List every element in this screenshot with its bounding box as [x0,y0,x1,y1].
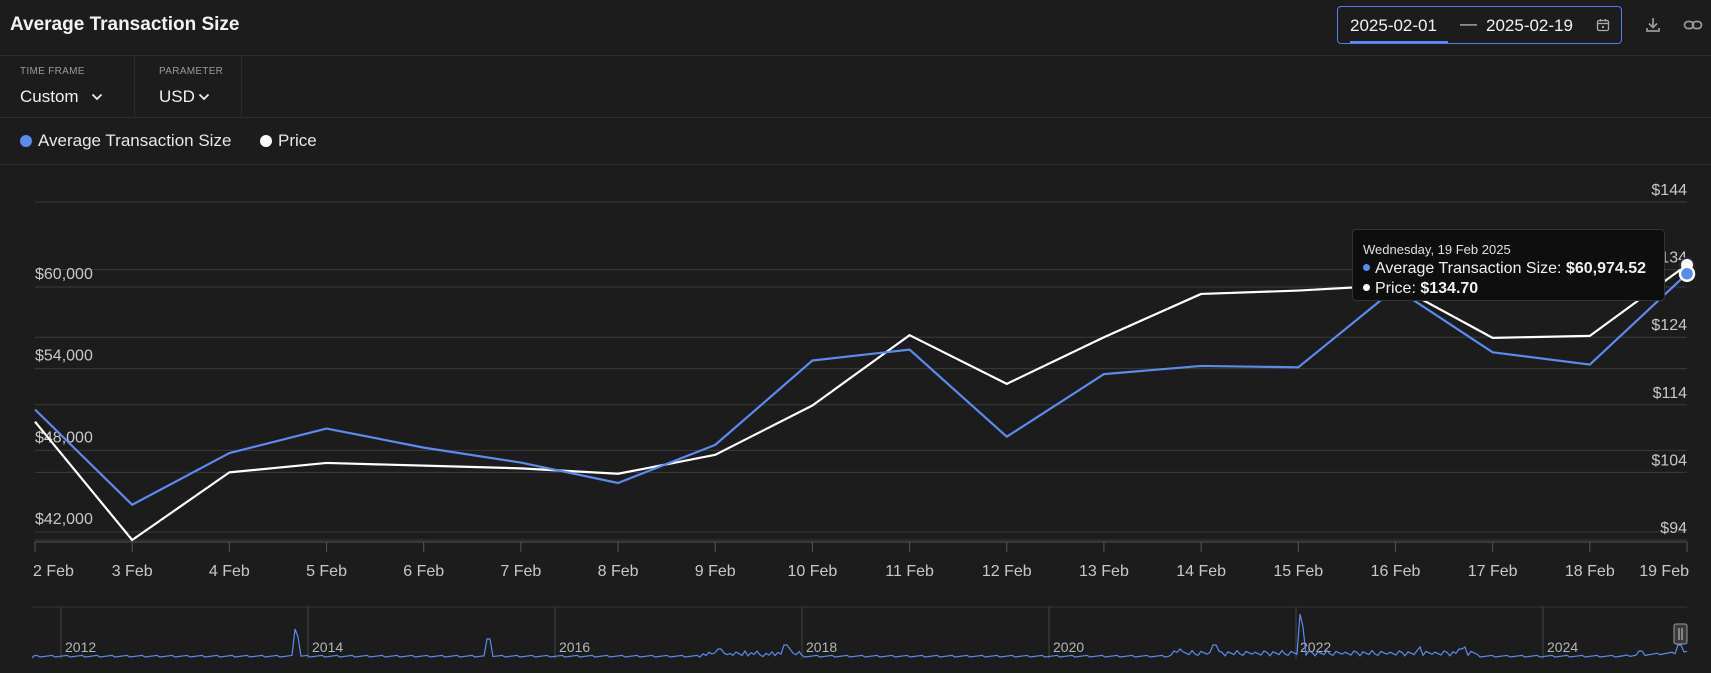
tooltip-series1-value: $60,974.52 [1565,260,1647,277]
x-axis-tick-label: 9 Feb [695,563,736,580]
x-axis-tick-label: 18 Feb [1565,563,1615,580]
date-from-underline [1350,41,1448,43]
x-axis-tick-label: 10 Feb [788,563,838,580]
right-axis-tick-label: $94 [1660,520,1687,537]
series-lines [34,263,1688,542]
navigator-year-label: 2022 [1300,639,1331,655]
tooltip-row-series2: Price: $134.70 [1363,280,1478,298]
left-axis-tick-label: $42,000 [35,511,93,528]
parameter-select[interactable]: USD [159,87,195,106]
chart-legend: Average Transaction Size Price [0,118,1711,165]
navigator-year-label: 2020 [1053,639,1084,655]
x-axis-tick-label: 12 Feb [982,563,1032,580]
x-axis-tick-label: 13 Feb [1079,563,1129,580]
tooltip-series2-label: Price: [1375,280,1416,297]
x-axis-tick-label: 2 Feb [33,563,74,580]
time-navigator: 2012 2014 2016 2018 2020 2022 2024 [31,606,1688,659]
calendar-icon[interactable] [1596,18,1610,32]
time-frame-label: TIME FRAME [20,66,85,77]
date-separator: — [1460,14,1477,33]
average-transaction-size-hover-point [1678,265,1696,282]
navigator-year-label: 2012 [65,639,96,655]
page-title: Average Transaction Size [10,14,240,35]
x-axis: 2 Feb 3 Feb 4 Feb 5 Feb 6 Feb 7 Feb 8 Feb 9 Feb… [33,541,1689,580]
tooltip-dot-white [1363,284,1370,291]
left-axis-tick-label: $54,000 [35,348,93,365]
navigator-year-label: 2016 [559,639,590,655]
chevron-down-icon[interactable] [198,93,210,101]
x-axis-tick-label: 7 Feb [500,563,541,580]
tooltip-date: Wednesday, 19 Feb 2025 [1363,242,1511,257]
x-axis-tick-label: 8 Feb [598,563,639,580]
left-axis-tick-label: $60,000 [35,266,93,283]
left-axis: $42,000$48,000$54,000$60,000 [35,266,93,528]
download-icon[interactable] [1643,15,1663,35]
date-to-input[interactable]: 2025-02-19 [1486,16,1573,35]
navigator-year-label: 2014 [312,639,343,655]
chevron-down-icon[interactable] [91,93,103,101]
parameter-group[interactable]: PARAMETER USD [134,56,242,117]
hover-markers [1678,256,1696,282]
navigator-year-label: 2024 [1547,639,1578,655]
navigator-year-label: 2018 [806,639,837,655]
x-axis-tick-label: 17 Feb [1468,563,1518,580]
right-axis: $94$104$114$124$134$144 [1651,182,1687,537]
navigator-handle[interactable] [1673,623,1688,645]
x-axis-tick-label: 15 Feb [1273,563,1323,580]
right-axis-tick-label: $114 [1653,385,1688,402]
parameter-label: PARAMETER [159,66,224,77]
right-axis-tick-label: $144 [1651,182,1687,199]
legend-item-average-transaction-size[interactable]: Average Transaction Size [20,131,231,151]
tooltip-series1-label: Average Transaction Size: [1375,260,1562,277]
date-range-picker[interactable]: 2025-02-01 — 2025-02-19 [1337,6,1622,44]
time-frame-group[interactable]: TIME FRAME Custom [0,56,135,117]
legend-label: Average Transaction Size [38,131,232,150]
chart-tooltip: Wednesday, 19 Feb 2025 Average Transacti… [1352,229,1665,301]
grid-lines [35,201,1687,541]
legend-label: Price [278,131,317,150]
legend-item-price[interactable]: Price [260,131,317,151]
x-axis-tick-label: 14 Feb [1176,563,1226,580]
right-axis-tick-label: $124 [1651,317,1687,334]
time-frame-select[interactable]: Custom [20,87,79,106]
x-axis-tick-label: 11 Feb [885,563,934,580]
legend-dot-white [260,135,272,147]
link-icon[interactable] [1683,15,1703,35]
x-axis-tick-label: 4 Feb [209,563,250,580]
x-axis-tick-label: 5 Feb [306,563,347,580]
date-from-input[interactable]: 2025-02-01 [1350,16,1437,35]
x-axis-tick-label: 16 Feb [1371,563,1421,580]
chart-header: Average Transaction Size 2025-02-01 — 20… [0,0,1711,56]
legend-dot-blue [20,135,32,147]
price-line [34,263,1688,542]
right-axis-tick-label: $104 [1651,452,1687,469]
navigator-background [32,607,1687,659]
tooltip-row-series1: Average Transaction Size: $60,974.52 [1363,260,1646,278]
chart-controls: TIME FRAME Custom PARAMETER USD [0,56,1711,118]
x-axis-tick-label: 19 Feb [1639,563,1689,580]
navigator-sparkline [31,613,1688,659]
x-axis-tick-label: 3 Feb [112,563,153,580]
tooltip-dot-blue [1363,264,1370,271]
x-axis-tick-label: 6 Feb [403,563,444,580]
tooltip-series2-value: $134.70 [1420,280,1479,297]
